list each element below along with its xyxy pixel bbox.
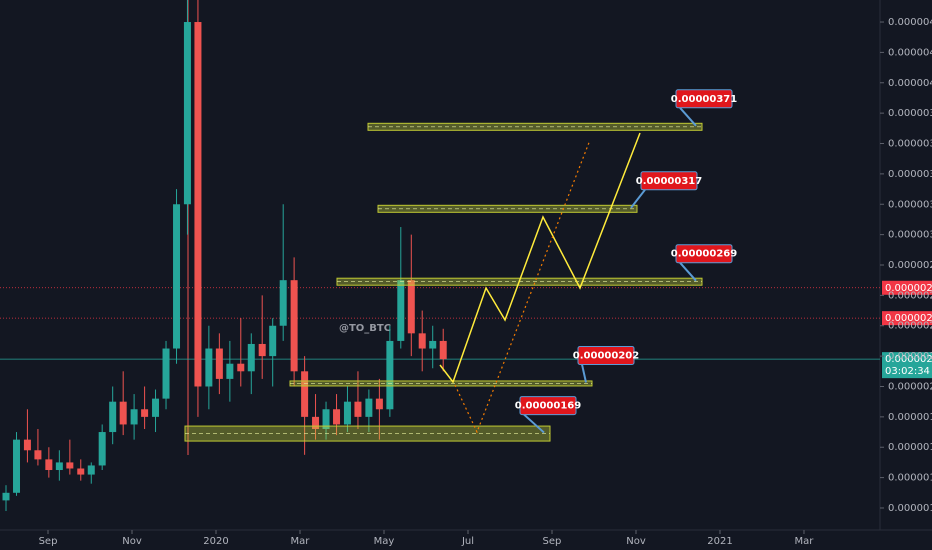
y-tick-label: 0.00000140 xyxy=(888,473,932,484)
price-tag-label: 0.00000245 xyxy=(885,313,932,324)
candle-body xyxy=(226,363,234,379)
candle-body xyxy=(386,340,394,410)
y-tick-label: 0.00000160 xyxy=(888,442,932,453)
callout-connector xyxy=(630,189,646,209)
current-price-label: 0.00000218 xyxy=(885,354,932,365)
candle-body xyxy=(119,401,127,425)
y-tick-label: 0.00000180 xyxy=(888,412,932,423)
candle-body xyxy=(77,468,85,475)
x-tick-label: Sep xyxy=(543,536,562,547)
callout-box xyxy=(640,171,698,191)
price-tag xyxy=(882,311,932,326)
candle-body xyxy=(343,401,351,425)
candle-body xyxy=(418,333,426,349)
y-tick-label: 0.00000340 xyxy=(888,169,932,180)
candle-body xyxy=(439,340,447,360)
current-price-tag xyxy=(882,352,932,379)
y-tick-label: 0.00000260 xyxy=(888,290,932,301)
y-tick-label: 0.00000360 xyxy=(888,139,932,150)
candle-body xyxy=(109,401,117,433)
x-tick-label: Mar xyxy=(291,536,311,547)
candle-body xyxy=(247,343,255,372)
candle-body xyxy=(279,280,287,326)
candle-body xyxy=(397,280,405,341)
y-tick-label: 0.00000320 xyxy=(888,199,932,210)
candle-body xyxy=(258,343,266,357)
callout-label: 0.00000371 xyxy=(671,94,737,105)
candle-body xyxy=(152,398,160,417)
candle-body xyxy=(301,371,309,417)
candle-body xyxy=(205,348,213,387)
candle-body xyxy=(98,432,106,466)
candle-body xyxy=(269,325,277,357)
x-tick-label: 2020 xyxy=(203,536,228,547)
candle-body xyxy=(237,363,245,372)
callout-label: 0.00000317 xyxy=(636,176,702,187)
candle-body xyxy=(365,398,373,417)
callout-box xyxy=(675,244,733,264)
y-tick-label: 0.00000220 xyxy=(888,351,932,362)
x-tick-label: Nov xyxy=(122,536,142,547)
callout-connector xyxy=(523,413,545,434)
projection-path xyxy=(439,132,641,384)
callout-label: 0.00000169 xyxy=(515,401,581,412)
callout-label: 0.00000269 xyxy=(671,249,737,260)
candle-body xyxy=(55,462,63,471)
x-tick-label: Mar xyxy=(795,536,815,547)
candle-body xyxy=(66,462,74,469)
candle-body xyxy=(312,416,320,430)
callout-connector xyxy=(679,107,697,127)
y-tick-label: 0.00000300 xyxy=(888,230,932,241)
candle-body xyxy=(45,459,53,471)
candle-body xyxy=(290,280,298,372)
candle-body xyxy=(2,492,10,501)
watermark: @TO_BTC xyxy=(339,323,391,334)
y-tick-label: 0.00000240 xyxy=(888,321,932,332)
candle-body xyxy=(194,22,202,387)
y-tick-label: 0.00000200 xyxy=(888,381,932,392)
x-tick-label: Sep xyxy=(39,536,58,547)
callout-box xyxy=(519,396,577,416)
y-tick-label: 0.00000400 xyxy=(888,78,932,89)
candle-body xyxy=(173,204,181,349)
candle-body xyxy=(162,348,170,399)
callout-box xyxy=(675,89,733,109)
candle-body xyxy=(87,465,95,475)
price-tag-label: 0.00000265 xyxy=(885,283,932,294)
y-tick-label: 0.00000280 xyxy=(888,260,932,271)
y-tick-label: 0.00000420 xyxy=(888,47,932,58)
candle-body xyxy=(141,409,149,417)
candle-body xyxy=(322,409,330,430)
callout-connector xyxy=(679,262,697,282)
x-tick-label: 2021 xyxy=(707,536,732,547)
price-tag xyxy=(882,280,932,295)
callout-label: 0.00000202 xyxy=(573,350,639,361)
y-tick-label: 0.00000440 xyxy=(888,17,932,28)
y-tick-label: 0.00000120 xyxy=(888,503,932,514)
y-tick-label: 0.00000380 xyxy=(888,108,932,119)
candle-body xyxy=(34,450,42,460)
candle-body xyxy=(13,439,21,493)
candle-body xyxy=(375,398,383,410)
candle-body xyxy=(130,409,138,425)
candle-body xyxy=(354,401,362,417)
x-tick-label: Jul xyxy=(461,536,474,547)
candle-body xyxy=(333,409,341,425)
countdown: 03:02:34 xyxy=(885,366,930,377)
candle-body xyxy=(429,340,437,349)
alt-projection-path xyxy=(454,139,591,434)
candle-body xyxy=(407,280,415,334)
x-tick-label: May xyxy=(374,536,395,547)
candle-body xyxy=(215,348,223,379)
callout-connector xyxy=(581,364,587,383)
x-tick-label: Nov xyxy=(626,536,646,547)
candle-body xyxy=(183,22,191,205)
callout-box xyxy=(577,345,635,365)
candle-body xyxy=(23,439,31,451)
